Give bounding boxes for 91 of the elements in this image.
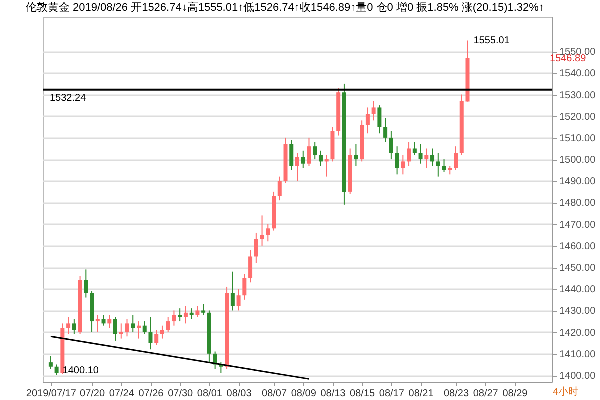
candlestick bbox=[54, 364, 59, 376]
y-tick-label: 1470.00 bbox=[560, 220, 596, 231]
candlestick bbox=[66, 316, 71, 335]
candlestick bbox=[131, 314, 136, 333]
x-tick-label: 08/13 bbox=[320, 388, 346, 400]
candlestick bbox=[142, 321, 147, 335]
candlestick bbox=[119, 323, 124, 340]
candlestick bbox=[102, 314, 106, 326]
x-tick-label: 08/09 bbox=[291, 388, 317, 400]
y-tick-label: 1510.00 bbox=[560, 133, 596, 144]
y-tick-label: 1460.00 bbox=[560, 241, 596, 252]
x-tick-label: 08/07 bbox=[262, 388, 288, 400]
candlestick bbox=[184, 306, 188, 324]
chart-title: 伦敦黄金 2019/08/26 开1526.74↓高1555.01↑低1526.74↑收1546.89↑量0 仓0 增0 振1.85% 涨(20.15)1.32%↑ bbox=[26, 1, 544, 14]
candlestick bbox=[424, 148, 429, 169]
candlestick bbox=[366, 107, 370, 134]
candlestick bbox=[125, 318, 130, 338]
y-tick-label: 1440.00 bbox=[560, 284, 596, 296]
candlestick bbox=[190, 308, 194, 320]
candlestick bbox=[313, 142, 318, 160]
candlestick bbox=[378, 105, 382, 134]
candlestick bbox=[318, 150, 323, 167]
candlestick bbox=[154, 330, 159, 346]
candlestick bbox=[72, 318, 76, 335]
candlestick bbox=[430, 148, 435, 167]
x-tick-label: 07/26 bbox=[138, 388, 164, 400]
candlestick bbox=[290, 140, 294, 171]
text: 4小时 bbox=[553, 386, 579, 398]
candlestick bbox=[108, 314, 112, 329]
candlestick bbox=[389, 130, 394, 160]
candlestick bbox=[48, 356, 53, 370]
candlestick bbox=[254, 232, 258, 264]
candlestick bbox=[136, 321, 141, 340]
candlestick bbox=[384, 118, 388, 143]
x-tick-label: 08/29 bbox=[502, 388, 528, 400]
y-tick-label: 1420.00 bbox=[560, 328, 596, 339]
x-tick-label: 07/30 bbox=[168, 388, 194, 400]
candlestick bbox=[236, 288, 241, 312]
candlestick bbox=[278, 176, 282, 202]
candlestick bbox=[160, 325, 164, 340]
x-tick-label: 07/20 bbox=[80, 388, 106, 400]
candlestick bbox=[166, 316, 170, 333]
y-tick-label: 1430.00 bbox=[560, 306, 596, 318]
annotation: 1555.01 bbox=[474, 36, 510, 47]
candlestick bbox=[372, 100, 376, 122]
candlestick bbox=[301, 150, 306, 169]
candlestick bbox=[148, 316, 153, 350]
candlestick bbox=[96, 314, 100, 333]
y-tick-label: 1530.00 bbox=[560, 90, 596, 102]
y-tick-label: 1500.00 bbox=[560, 155, 596, 166]
candlestick bbox=[407, 142, 412, 167]
y-tick-label: 1400.00 bbox=[560, 371, 596, 382]
candlestick bbox=[418, 144, 423, 164]
candlestick bbox=[230, 271, 235, 312]
x-tick-label: 08/17 bbox=[379, 388, 405, 400]
candlestick bbox=[454, 146, 458, 171]
candlestick bbox=[401, 154, 406, 176]
candlestick bbox=[196, 306, 200, 318]
y-tick-label: 1480.00 bbox=[560, 198, 596, 210]
y-tick-label: 1490.00 bbox=[560, 176, 596, 188]
y-tick-label: 1540.00 bbox=[560, 68, 596, 80]
y-tick-label: 1450.00 bbox=[560, 263, 596, 274]
x-tick-label: 08/01 bbox=[197, 388, 223, 400]
candlestick bbox=[248, 250, 253, 284]
y-tick-label: 1410.00 bbox=[560, 349, 596, 360]
x-tick-label: 08/23 bbox=[444, 388, 470, 400]
candlestick bbox=[266, 224, 270, 242]
annotation: 1400.10 bbox=[62, 365, 100, 376]
candlestick bbox=[307, 137, 312, 167]
candlestick bbox=[395, 146, 400, 176]
candlestick bbox=[114, 316, 118, 342]
candlestick bbox=[242, 274, 247, 300]
candlestick bbox=[172, 310, 176, 326]
candlestick bbox=[296, 152, 300, 182]
x-tick-label: 2019/07/17 bbox=[26, 388, 77, 400]
x-tick-label: 08/21 bbox=[408, 388, 434, 400]
x-tick-label: 08/15 bbox=[350, 388, 376, 400]
candlestick bbox=[324, 154, 329, 178]
x-tick-label: 08/27 bbox=[473, 388, 499, 400]
x-tick-label: 07/24 bbox=[109, 388, 135, 400]
candlestick bbox=[84, 269, 88, 298]
candlestick bbox=[354, 144, 358, 167]
candlestick bbox=[412, 142, 417, 156]
ref-line-label: 1532.24 bbox=[50, 92, 87, 104]
y-tick-label: 1520.00 bbox=[560, 112, 596, 123]
candlestick bbox=[178, 308, 182, 322]
x-tick-label: 08/03 bbox=[226, 388, 252, 400]
candlestick bbox=[260, 215, 264, 246]
candlestick bbox=[442, 159, 446, 174]
candlestick bbox=[202, 304, 206, 316]
candlestick bbox=[436, 152, 440, 178]
